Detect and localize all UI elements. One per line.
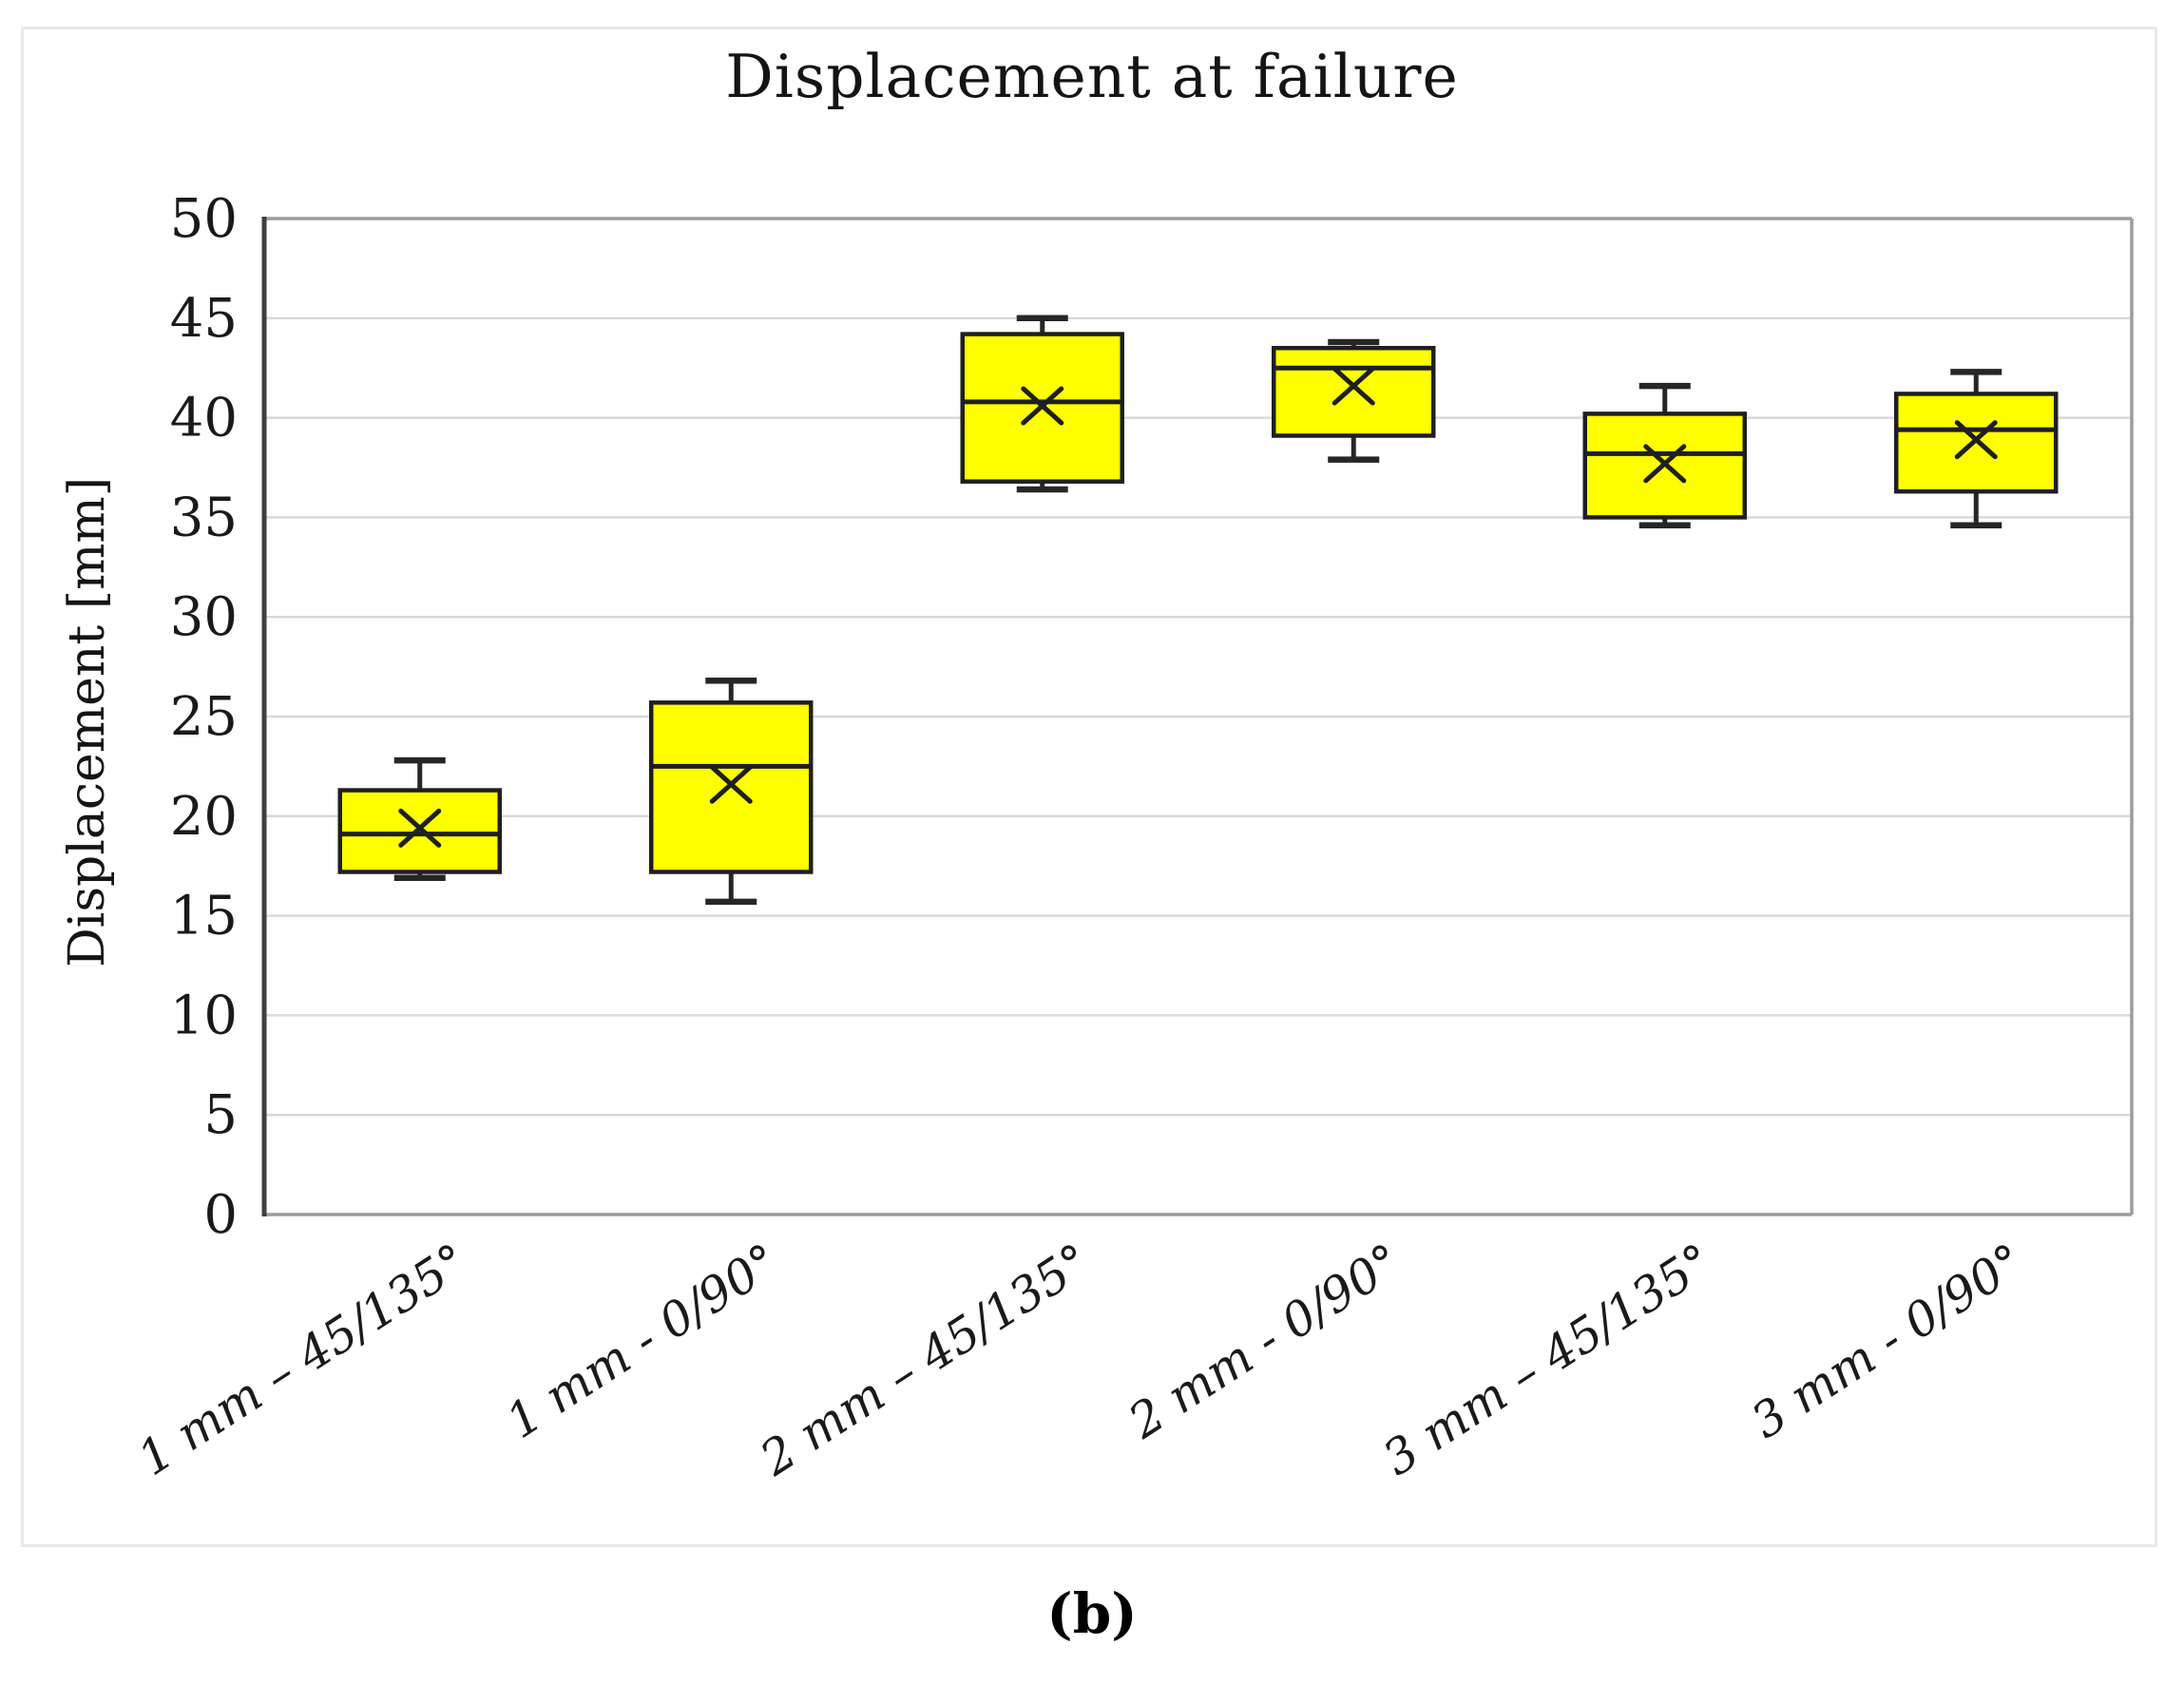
- y-tick-label: 0: [203, 1184, 238, 1246]
- mean-marker: [1331, 366, 1375, 406]
- x-category-label: 3 mm – 45/135°: [1373, 1233, 1722, 1486]
- x-category-label: 2 mm – 45/135°: [750, 1233, 1100, 1486]
- chart-title: Displacement at failure: [725, 42, 1459, 111]
- mean-marker: [1954, 420, 1998, 460]
- x-category-label: 1 mm – 45/135°: [128, 1233, 477, 1486]
- y-tick-label: 40: [170, 388, 238, 450]
- y-tick-label: 35: [170, 487, 238, 548]
- y-tick-label: 45: [170, 288, 238, 350]
- mean-marker: [1643, 444, 1687, 484]
- y-tick-label: 30: [170, 586, 238, 648]
- x-category-label: 3 mm - 0/90°: [1742, 1233, 2034, 1449]
- y-tick-label: 25: [170, 686, 238, 748]
- y-tick-label: 20: [170, 786, 238, 848]
- mean-marker: [398, 808, 442, 848]
- figure-caption: (b): [1046, 1581, 1138, 1646]
- x-category-label: 1 mm - 0/90°: [497, 1233, 789, 1449]
- mean-marker: [1021, 386, 1064, 426]
- y-tick-label: 50: [170, 188, 238, 250]
- y-tick-label: 5: [203, 1084, 238, 1146]
- x-category-label: 2 mm - 0/90°: [1119, 1233, 1411, 1449]
- y-tick-label: 10: [170, 985, 238, 1046]
- y-tick-label: 15: [170, 886, 238, 947]
- box: [1272, 345, 1436, 438]
- mean-marker: [709, 764, 753, 804]
